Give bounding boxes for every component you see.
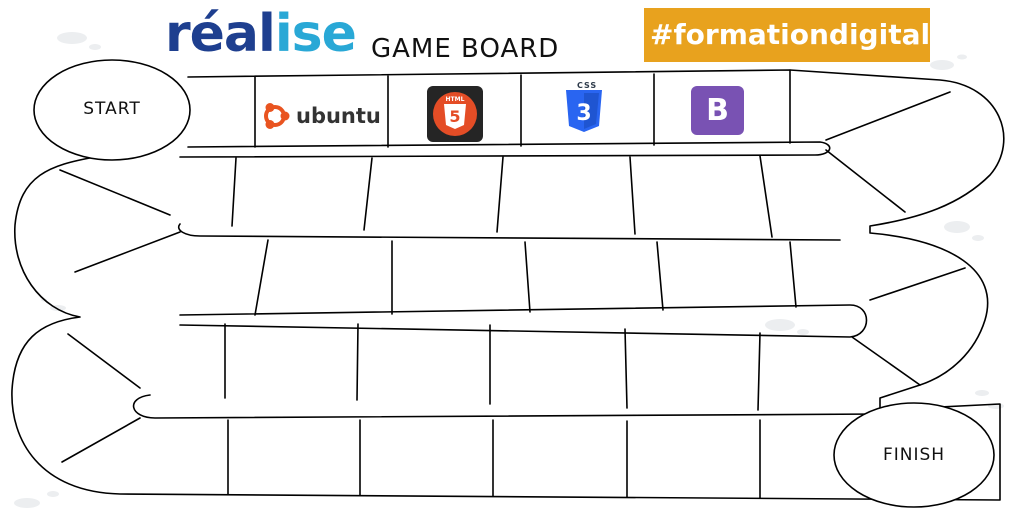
html5-icon: HTML 5 <box>433 92 477 136</box>
hashtag-banner: #formationdigitale <box>644 8 930 62</box>
html5-caption: HTML <box>446 96 465 103</box>
brand-logo: réalise <box>165 2 357 66</box>
css3-caption: CSS <box>577 81 598 90</box>
track-divider-3 <box>179 304 868 338</box>
background-bubbles <box>14 32 1004 508</box>
css3-icon: 3 <box>566 90 602 132</box>
start-label: START <box>83 99 141 119</box>
ubuntu-icon <box>264 103 290 129</box>
html5-logo: HTML 5 <box>427 86 483 142</box>
track-outline <box>11 69 1005 501</box>
ubuntu-wordmark: ubuntu <box>296 104 381 128</box>
page-title: GAME BOARD <box>371 34 560 64</box>
track-divider-2 <box>178 223 841 241</box>
bootstrap-letter: B <box>706 93 729 128</box>
track-divider-4 <box>132 394 881 419</box>
css3-logo: 3 <box>558 90 610 134</box>
finish-circle <box>833 402 995 508</box>
start-circle <box>33 59 191 161</box>
ubuntu-logo: ubuntu <box>258 94 381 138</box>
brand-logo-part2: ise <box>274 4 357 64</box>
html5-number: 5 <box>449 107 460 126</box>
brand-logo-part1: réal <box>165 4 276 64</box>
bootstrap-logo: B <box>691 86 744 135</box>
finish-label: FINISH <box>882 445 946 465</box>
track-divider-1 <box>179 141 831 158</box>
css3-number: 3 <box>576 101 591 126</box>
